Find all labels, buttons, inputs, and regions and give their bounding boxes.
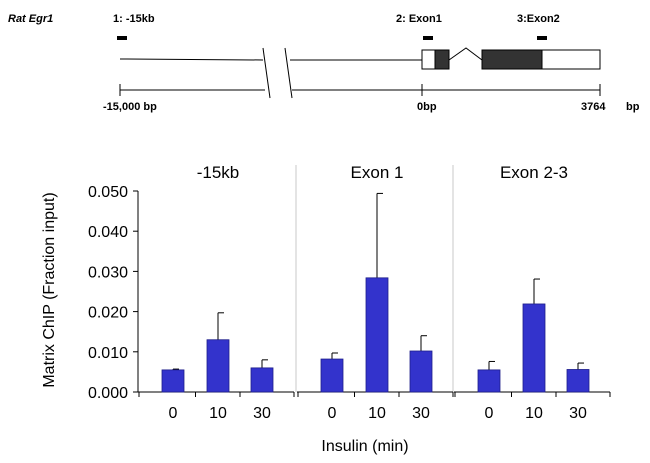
break-mark-2 (284, 47, 293, 99)
x-tick-label: 10 (368, 405, 386, 422)
panel-title: Exon 1 (351, 163, 404, 182)
probe-marker-2 (423, 36, 433, 40)
probe-marker-3 (537, 36, 547, 40)
exon1-utr (421, 49, 436, 70)
bar (206, 339, 230, 393)
probe-label-2: 2: Exon1 (396, 13, 442, 25)
bar (409, 350, 433, 393)
bar (477, 369, 501, 393)
bar (522, 303, 546, 393)
gene-name: Rat Egr1 (8, 13, 53, 25)
x-tick-label: 10 (525, 405, 543, 422)
scale-label-unit: bp (626, 101, 640, 113)
x-tick-label: 0 (328, 405, 337, 422)
upstream-line (119, 58, 264, 61)
break-mark-1 (262, 47, 271, 99)
x-tick-label: 0 (169, 405, 178, 422)
scale-label-end: 3764 (581, 101, 606, 113)
probe-label-1: 1: -15kb (113, 13, 155, 25)
exon2-utr (541, 49, 601, 70)
panel-title: -15kb (197, 163, 240, 182)
x-tick-label: 30 (412, 405, 430, 422)
bar (365, 277, 389, 393)
probe-marker-1 (117, 36, 127, 40)
x-tick-label: 30 (569, 405, 587, 422)
panel-title: Exon 2-3 (500, 163, 568, 182)
y-axis-title: Matrix ChIP (Fraction input) (41, 192, 58, 387)
x-tick-label: 10 (209, 405, 227, 422)
scale-label-start: -15,000 bp (103, 101, 157, 113)
y-tick-label: 0.040 (88, 224, 128, 241)
y-tick-label: 0.000 (88, 385, 128, 402)
x-tick-label: 30 (253, 405, 271, 422)
intron (448, 47, 483, 61)
x-axis-title: Insulin (min) (321, 438, 408, 455)
x-tick-label: 0 (485, 405, 494, 422)
bar-chart: Matrix ChIP (Fraction input) Insulin (mi… (41, 163, 611, 455)
scale-label-zero: 0bp (417, 101, 437, 113)
bar (161, 369, 185, 393)
bar (566, 369, 590, 393)
y-tick-label: 0.020 (88, 305, 128, 322)
exon2-coding (481, 49, 543, 70)
bar (320, 358, 344, 393)
gene-map: Rat Egr1 1: -15kb 2: Exon1 3:Exon2 -15,0… (8, 13, 640, 113)
y-tick-label: 0.050 (88, 184, 128, 201)
y-tick-label: 0.030 (88, 264, 128, 281)
y-tick-label: 0.010 (88, 345, 128, 362)
bar (250, 367, 274, 393)
exon1-coding (434, 49, 450, 70)
probe-label-3: 3:Exon2 (517, 13, 560, 25)
